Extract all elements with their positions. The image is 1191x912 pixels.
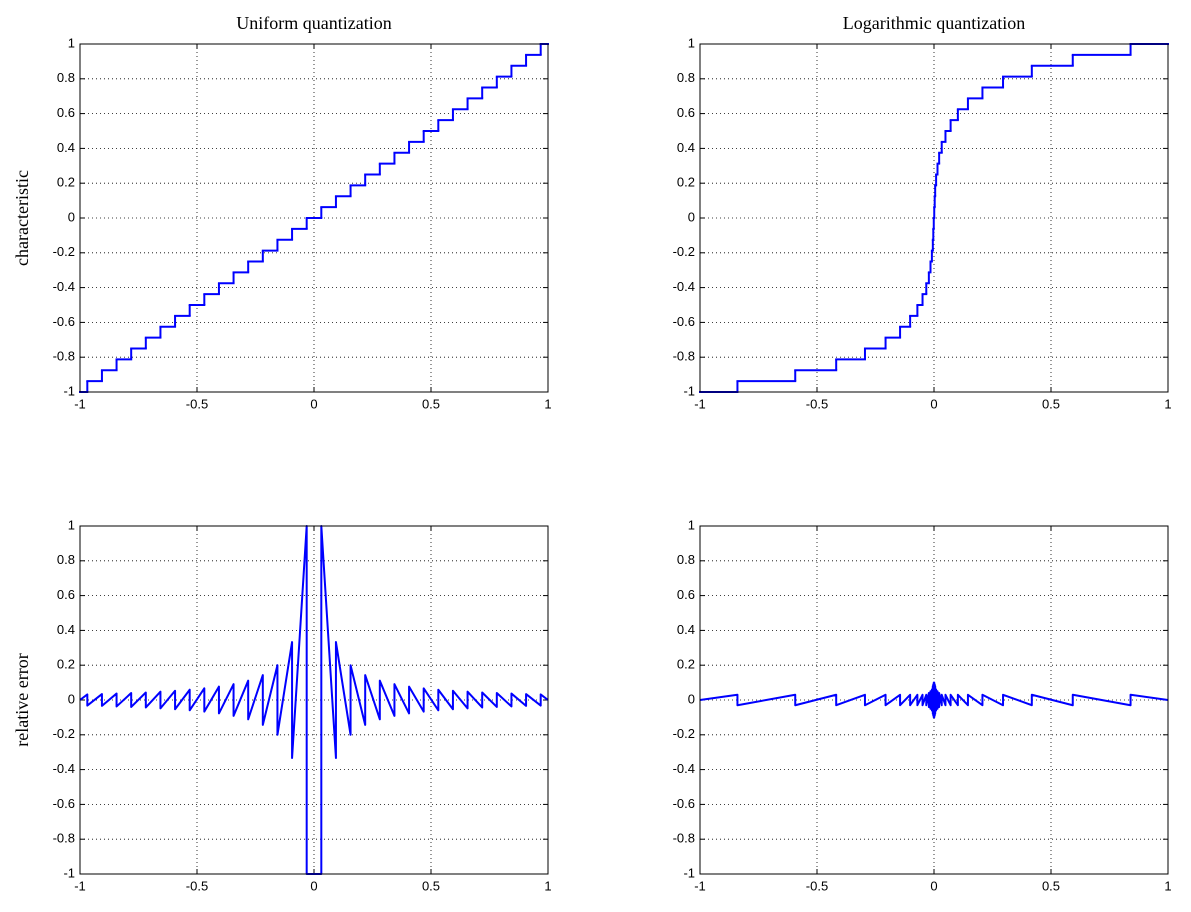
x-tick-label: 0.5 bbox=[422, 396, 440, 411]
y-tick-label: -1 bbox=[63, 865, 75, 880]
x-tick-label: -0.5 bbox=[806, 396, 828, 411]
y-tick-label: -1 bbox=[683, 865, 695, 880]
y-tick-label: 0.2 bbox=[57, 657, 75, 672]
y-tick-label: 0.8 bbox=[677, 70, 695, 85]
y-axis-label: relative error bbox=[12, 653, 32, 746]
x-tick-label: 0.5 bbox=[1042, 878, 1060, 893]
y-tick-label: -0.6 bbox=[673, 796, 695, 811]
y-tick-label: -1 bbox=[683, 383, 695, 398]
y-tick-label: -0.2 bbox=[53, 726, 75, 741]
y-tick-label: 0.8 bbox=[677, 552, 695, 567]
y-tick-label: 0.4 bbox=[57, 140, 75, 155]
subplot: -1 -0.5 0 0.5 1 -1 -0.8 -0.6 -0.4 -0.2 0 0.2 0.4 0.6 0… bbox=[12, 13, 551, 411]
y-tick-label: -0.8 bbox=[53, 831, 75, 846]
y-tick-label: 0 bbox=[688, 691, 695, 706]
x-tick-label: -0.5 bbox=[186, 878, 208, 893]
y-tick-label: -0.8 bbox=[673, 831, 695, 846]
chart-title: Logarithmic quantization bbox=[843, 13, 1025, 33]
x-tick-label: -0.5 bbox=[806, 878, 828, 893]
y-tick-label: -0.4 bbox=[673, 279, 695, 294]
y-tick-label: 0 bbox=[688, 209, 695, 224]
y-tick-label: 1 bbox=[688, 517, 695, 532]
x-tick-label: 1 bbox=[1164, 396, 1171, 411]
x-tick-label: 0 bbox=[930, 878, 937, 893]
x-tick-label: -1 bbox=[694, 878, 706, 893]
x-tick-label: 0.5 bbox=[1042, 396, 1060, 411]
y-tick-label: -0.4 bbox=[53, 279, 75, 294]
y-tick-label: 0.6 bbox=[677, 105, 695, 120]
x-tick-label: -0.5 bbox=[186, 396, 208, 411]
y-tick-label: 0.6 bbox=[677, 587, 695, 602]
y-tick-label: -1 bbox=[63, 383, 75, 398]
axes-frame bbox=[79, 43, 549, 393]
y-tick-label: 0.2 bbox=[677, 657, 695, 672]
y-tick-label: -0.6 bbox=[53, 796, 75, 811]
x-tick-label: 0 bbox=[310, 878, 317, 893]
x-tick-label: 1 bbox=[544, 878, 551, 893]
subplot: -1 -0.5 0 0.5 1 -1 -0.8 -0.6 -0.4 -0.2 0 0.2 0.4 0.6 0… bbox=[673, 13, 1172, 411]
x-tick-label: 0 bbox=[930, 396, 937, 411]
y-tick-label: 0.4 bbox=[57, 622, 75, 637]
y-axis-label: characteristic bbox=[12, 170, 32, 266]
y-tick-label: -0.2 bbox=[53, 244, 75, 259]
axes-frame bbox=[699, 43, 1169, 393]
y-tick-label: -0.6 bbox=[673, 314, 695, 329]
y-tick-label: 0.8 bbox=[57, 70, 75, 85]
x-tick-label: 0.5 bbox=[422, 878, 440, 893]
x-tick-label: 1 bbox=[544, 396, 551, 411]
x-tick-label: -1 bbox=[694, 396, 706, 411]
x-tick-label: -1 bbox=[74, 396, 86, 411]
y-tick-label: 0.6 bbox=[57, 587, 75, 602]
y-tick-label: 0 bbox=[68, 209, 75, 224]
y-tick-label: 0.4 bbox=[677, 622, 695, 637]
subplot: -1 -0.5 0 0.5 1 -1 -0.8 -0.6 -0.4 -0.2 0 0.2 0.4 0.6 0… bbox=[673, 517, 1172, 893]
subplot: -1 -0.5 0 0.5 1 -1 -0.8 -0.6 -0.4 -0.2 0 0.2 0.4 0.6 0… bbox=[12, 517, 551, 893]
x-tick-label: -1 bbox=[74, 878, 86, 893]
y-tick-label: 0.2 bbox=[57, 175, 75, 190]
y-tick-label: -0.4 bbox=[673, 761, 695, 776]
y-tick-label: -0.4 bbox=[53, 761, 75, 776]
y-tick-label: -0.2 bbox=[673, 244, 695, 259]
x-tick-label: 1 bbox=[1164, 878, 1171, 893]
y-tick-label: 0.4 bbox=[677, 140, 695, 155]
x-tick-label: 0 bbox=[310, 396, 317, 411]
y-tick-label: -0.6 bbox=[53, 314, 75, 329]
y-tick-label: -0.8 bbox=[53, 349, 75, 364]
chart-title: Uniform quantization bbox=[236, 13, 391, 33]
axes-frame bbox=[79, 525, 549, 875]
line bbox=[699, 681, 1169, 719]
y-tick-label: -0.2 bbox=[673, 726, 695, 741]
y-tick-label: 1 bbox=[688, 35, 695, 50]
y-tick-label: 1 bbox=[68, 517, 75, 532]
y-tick-label: 1 bbox=[68, 35, 75, 50]
y-tick-label: 0.8 bbox=[57, 552, 75, 567]
axes-frame bbox=[699, 525, 1169, 875]
y-tick-label: -0.8 bbox=[673, 349, 695, 364]
y-tick-label: 0.2 bbox=[677, 175, 695, 190]
y-tick-label: 0 bbox=[68, 691, 75, 706]
y-tick-label: 0.6 bbox=[57, 105, 75, 120]
